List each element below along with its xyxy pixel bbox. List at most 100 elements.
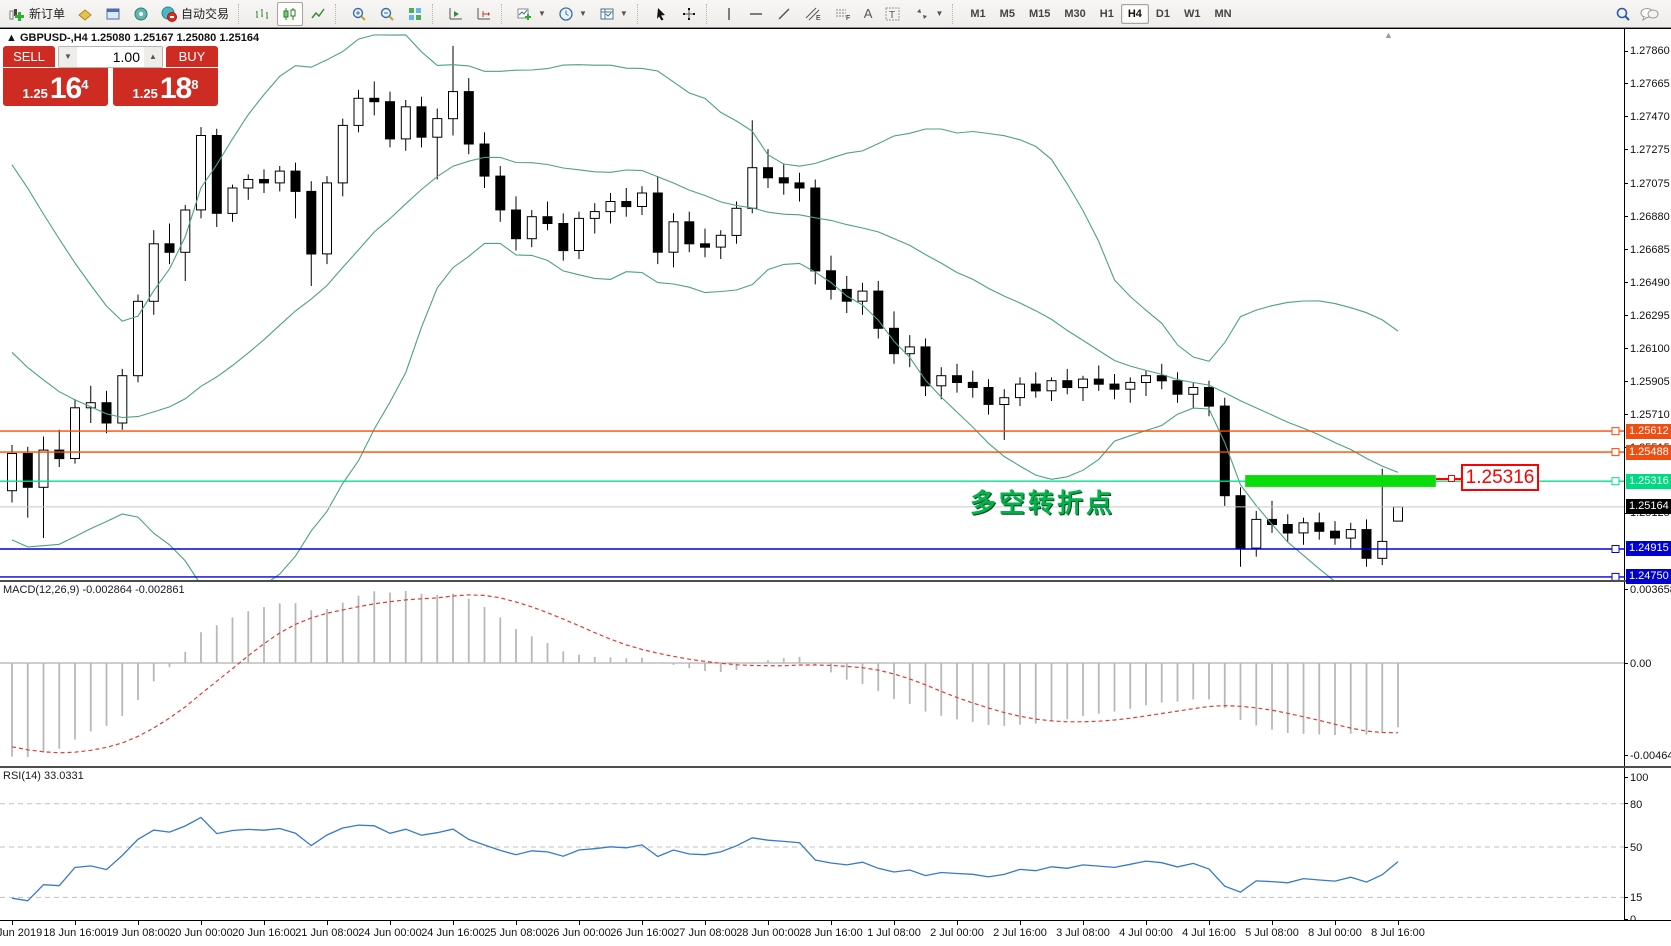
zoom-out-button[interactable] [374,2,400,26]
text-tool[interactable]: A [859,2,878,26]
line-anchor-handle[interactable] [1611,572,1620,580]
periods-icon [559,6,573,21]
label-tool[interactable]: T [879,2,907,26]
price-axis-tick [1624,183,1628,185]
text-tool-icon: A [863,6,873,21]
rsi-axis[interactable] [1624,768,1671,920]
time-axis-tick [390,921,391,925]
toolbar-separator [501,3,508,24]
highlight-zone[interactable] [1245,475,1436,487]
channel-tool[interactable]: E [799,2,827,26]
macd-chart[interactable] [0,582,1624,766]
rsi-line [11,816,1399,902]
search-icon[interactable] [1615,6,1631,22]
timeframe-w1[interactable]: W1 [1183,7,1201,20]
timeframe-d1[interactable]: D1 [1155,7,1170,20]
scroll-up-icon[interactable]: ▲ [1384,30,1393,40]
rsi-axis-tick [1624,803,1628,805]
new-order-button[interactable]: 新订单 [4,2,70,26]
volume-decrease-button[interactable]: ▼ [59,47,77,67]
tile-windows-button[interactable] [402,2,428,26]
indicators-icon [517,8,532,20]
price-axis-label: 1.27275 [1630,143,1670,156]
line-anchor-handle[interactable] [1611,544,1620,553]
time-axis-tick [138,921,139,925]
candlestick-chart-button[interactable] [277,1,304,26]
chart-shift-button[interactable] [471,2,497,26]
timeframe-m1[interactable]: M1 [970,7,986,20]
dropdown-caret-icon: ▼ [935,9,944,18]
time-axis-label: 28 Jun 00:00 [736,927,800,939]
chat-icon[interactable] [1639,6,1659,22]
buy-price[interactable]: 1.25 18 8 [113,68,218,106]
time-axis-tick [831,921,832,925]
tile-windows-icon [409,7,422,20]
time-axis-tick [1272,921,1273,925]
macd-pane[interactable]: MACD(12,26,9) -0.002864 -0.002861 0.0036… [0,580,1671,766]
crosshair-tool-button[interactable] [676,2,702,26]
time-axis-tick [579,921,580,925]
time-axis-label: 24 Jun 00:00 [358,927,422,939]
macd-axis-tick [1624,588,1628,590]
chart-annotation-text[interactable]: 多空转折点 [970,488,1116,518]
toolbar-separator [238,3,245,24]
main-chart-pane[interactable]: 1.27860 1.27665 1.27470 1.27275 1.27075 1.268… [0,28,1671,585]
timeframe-m30[interactable]: M30 [1064,7,1086,20]
candlestick-chart[interactable] [0,29,1624,580]
price-label-handle[interactable] [1448,475,1455,482]
timeframe-m5[interactable]: M5 [999,7,1015,20]
macd-axis[interactable] [1624,582,1671,766]
line-chart-icon [311,8,325,18]
time-axis-tick [1398,921,1399,925]
profiles-button[interactable] [72,2,98,26]
arrows-tool[interactable]: ▼ [909,2,948,26]
timeframe-h1[interactable]: H1 [1099,7,1114,20]
bar-chart-button[interactable] [249,2,275,26]
volume-increase-button[interactable]: ▲ [144,47,162,67]
fibonacci-tool[interactable]: F [829,2,857,26]
trendline-tool[interactable] [771,2,797,26]
rsi-axis-label: 15 [1630,892,1643,905]
buy-button[interactable]: BUY [166,46,218,68]
price-axis-label: 1.26880 [1630,210,1670,223]
price-badge-1.24750: 1.24750 [1626,569,1671,585]
templates-button[interactable]: ▼ [594,2,633,26]
rsi-chart[interactable] [0,768,1624,920]
timeframe-h4[interactable]: H4 [1120,3,1149,24]
rsi-pane[interactable]: RSI(14) 33.0331 1008050150 [0,766,1671,926]
line-anchor-handle[interactable] [1611,427,1620,436]
chart-shift-icon [477,7,491,19]
macd-axis-tick [1624,662,1628,664]
cursor-tool-button[interactable] [648,2,674,26]
time-axis-label: 26 Jun 00:00 [547,927,611,939]
indicators-button[interactable]: ▼ [512,2,551,26]
horizontal-line-tool[interactable] [743,2,769,26]
sell-button[interactable]: SELL [3,46,55,68]
line-chart-button[interactable] [305,2,331,26]
zoom-in-button[interactable] [346,2,372,26]
price-label-box[interactable]: 1.25316 [1461,464,1539,491]
line-anchor-handle[interactable] [1611,448,1620,457]
time-axis-tick [957,921,958,925]
periods-button[interactable]: ▼ [553,2,592,26]
market-watch-button[interactable] [100,2,126,26]
autotrading-button[interactable]: 自动交易 [156,2,234,26]
buy-price-sup: 8 [191,77,199,92]
price-axis-tick [1624,348,1628,350]
time-axis-label: 19 Jun 08:00 [106,927,170,939]
line-anchor-handle[interactable] [1611,477,1620,486]
timeframe-mn[interactable]: MN [1214,7,1232,20]
timeframe-m15[interactable]: M15 [1028,7,1051,20]
auto-scroll-button[interactable] [443,2,469,26]
vertical-line-tool[interactable] [717,2,741,26]
time-axis-label: 25 Jun 08:00 [484,927,548,939]
volume-input[interactable] [77,47,144,67]
toolbar-separator [952,3,959,24]
autotrading-label: 自动交易 [181,7,230,21]
time-axis-tick [642,921,643,925]
sell-price-big: 16 [49,72,82,105]
signals-button[interactable] [128,2,154,26]
price-axis-label: 1.26685 [1630,243,1670,256]
sell-price[interactable]: 1.25 16 4 [3,68,108,106]
